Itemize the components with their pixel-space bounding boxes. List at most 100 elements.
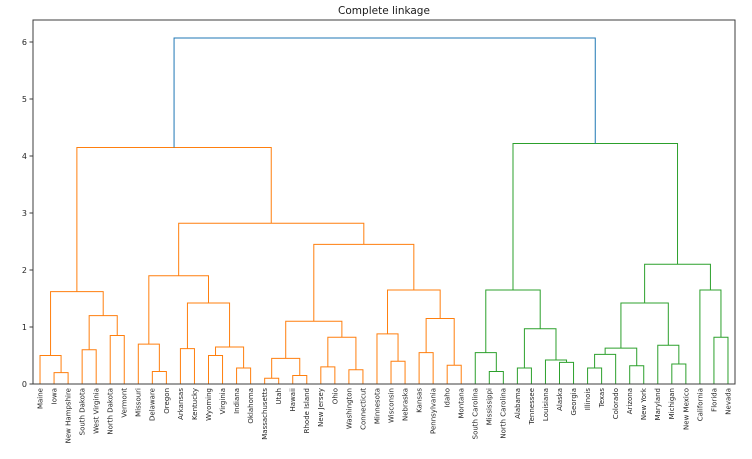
chart-title: Complete linkage <box>338 5 430 17</box>
y-tick-label: 6 <box>22 38 27 47</box>
x-tick-label: Tennessee <box>528 388 536 425</box>
x-tick-label: Florida <box>710 388 718 412</box>
x-tick-label: New Jersey <box>317 388 325 427</box>
dendrogram-link <box>179 348 195 384</box>
x-tick-label: Nevada <box>724 388 732 415</box>
dendrogram-link <box>671 363 687 384</box>
x-tick-label: Pennsylvania <box>430 388 438 434</box>
dendrogram-link <box>348 369 364 384</box>
dendrogram-link <box>327 336 357 370</box>
x-tick-label: Maine <box>36 388 44 409</box>
dendrogram-link <box>137 343 160 384</box>
dendrogram-link <box>559 361 575 384</box>
dendrogram-link <box>186 302 231 349</box>
y-tick-label: 4 <box>22 152 27 161</box>
dendrogram-link <box>313 243 415 322</box>
dendrogram-link <box>50 291 104 356</box>
x-tick-label: Massachusetts <box>261 388 269 440</box>
x-tick-label: West Virginia <box>93 388 101 434</box>
x-tick-label: Connecticut <box>359 388 367 430</box>
x-tick-label: Arizona <box>626 388 634 414</box>
dendrogram-link <box>215 346 245 369</box>
x-tick-label: Virginia <box>219 388 227 414</box>
x-tick-label: Ohio <box>331 388 339 404</box>
y-tick-label: 1 <box>22 323 27 332</box>
dendrogram-link <box>713 336 729 384</box>
x-tick-label: Minnesota <box>373 388 381 424</box>
x-tick-label: Illinois <box>584 388 592 411</box>
x-tick-label: Louisiana <box>542 388 550 421</box>
x-tick-label: Delaware <box>149 388 157 421</box>
dendrogram-link <box>320 366 336 384</box>
dendrogram-link <box>485 289 541 353</box>
x-tick-label: Montana <box>458 388 466 419</box>
x-tick-label: North Dakota <box>107 388 115 435</box>
dendrogram-link <box>53 372 69 384</box>
x-tick-label: Utah <box>275 388 283 405</box>
dendrogram-link <box>151 370 167 384</box>
dendrogram-link <box>285 320 343 359</box>
x-tick-label: Idaho <box>444 388 452 408</box>
dendrogram-link <box>109 335 125 384</box>
dendrogram-link <box>88 315 118 350</box>
x-tick-label: Indiana <box>233 388 241 414</box>
dendrogram-link <box>390 360 406 384</box>
x-tick-label: South Carolina <box>472 388 480 439</box>
y-tick-label: 3 <box>22 209 27 218</box>
dendrogram-link <box>178 222 365 276</box>
x-tick-label: New Hampshire <box>65 388 73 443</box>
x-tick-label: California <box>696 388 704 421</box>
dendrogram-link <box>544 359 568 384</box>
dendrogram-link <box>39 355 62 384</box>
x-tick-label: Mississippi <box>486 388 494 425</box>
x-tick-label: New York <box>640 387 648 420</box>
x-tick-label: Vermont <box>121 388 129 418</box>
dendrogram-link <box>512 142 679 290</box>
dendrogram-link <box>81 349 97 384</box>
dendrogram-link <box>208 355 224 384</box>
x-tick-label: Hawaii <box>289 388 297 412</box>
dendrogram-link <box>236 367 252 384</box>
dendrogram-link <box>418 352 434 384</box>
x-tick-label: Kansas <box>416 388 424 413</box>
dendrogram-link <box>523 328 557 369</box>
dendrogram-link <box>425 317 455 366</box>
x-tick-label: Rhode Island <box>303 388 311 433</box>
x-tick-label: Wyoming <box>205 388 213 421</box>
x-tick-label: Wisconsin <box>387 388 395 423</box>
x-tick-label: Michigan <box>668 388 676 419</box>
dendrogram-link <box>657 344 680 384</box>
y-tick-label: 0 <box>22 380 27 389</box>
x-tick-label: Nebraska <box>401 388 409 421</box>
x-tick-label: Georgia <box>570 388 578 415</box>
plot-border <box>32 19 736 385</box>
dendrogram-link <box>292 374 308 384</box>
x-tick-label: Texas <box>598 388 606 409</box>
x-tick-label: Missouri <box>135 388 143 417</box>
axes: 0 1 2 3 4 5 6 <box>22 19 736 389</box>
dendrogram-link <box>264 377 280 384</box>
dendrogram-link <box>644 263 711 304</box>
x-tick-label: Oregon <box>163 388 171 414</box>
x-tick-label: South Dakota <box>79 388 87 435</box>
y-tick-label: 5 <box>22 95 27 104</box>
x-axis-labels: Maine Iowa New Hampshire South Dakota West V… <box>36 387 732 443</box>
dendrogram-link <box>148 275 209 345</box>
x-tick-label: Kentucky <box>191 388 199 420</box>
dendrogram-link <box>376 333 399 384</box>
dendrogram-links <box>39 37 729 384</box>
x-tick-label: New Mexico <box>682 388 690 430</box>
dendrogram-link <box>76 146 272 292</box>
x-tick-label: Alabama <box>514 388 522 419</box>
dendrogram-link <box>620 302 669 349</box>
x-tick-label: Washington <box>345 388 353 429</box>
x-tick-label: Maryland <box>654 388 662 420</box>
x-tick-label: Iowa <box>50 388 58 404</box>
x-tick-label: North Carolina <box>500 388 508 439</box>
dendrogram-link <box>173 37 596 148</box>
dendrogram-link <box>604 347 638 366</box>
dendrogram-link <box>594 353 617 384</box>
dendrogram-link <box>629 365 645 384</box>
